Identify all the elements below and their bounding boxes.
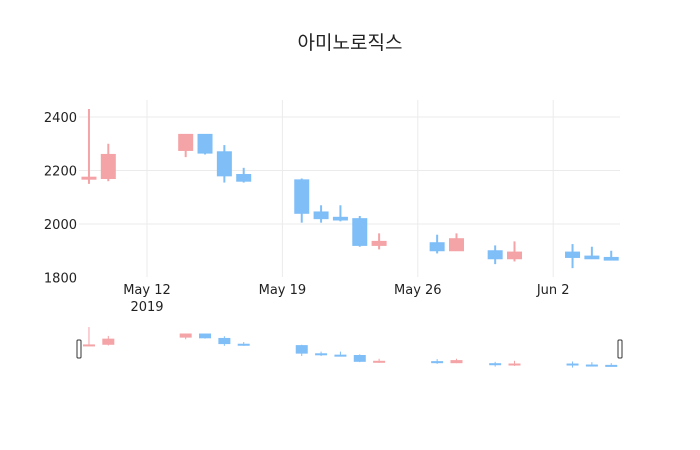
x-axis: May 12 2019 May 19 May 26 Jun 2 xyxy=(123,283,569,315)
candle[interactable] xyxy=(352,215,368,247)
candle[interactable] xyxy=(371,233,387,250)
range-slider-right-handle[interactable] xyxy=(617,339,623,359)
x-tick-label: May 12 xyxy=(123,283,171,298)
x-tick-label: Jun 2 xyxy=(536,283,570,298)
y-axis: 1800 2000 2200 2400 xyxy=(44,111,77,287)
candle[interactable] xyxy=(487,245,503,265)
candle[interactable] xyxy=(81,108,97,184)
candle[interactable] xyxy=(429,234,445,254)
range-slider-left-handle[interactable] xyxy=(76,339,82,359)
candle[interactable] xyxy=(197,133,213,155)
candle[interactable] xyxy=(584,246,600,260)
range-slider-candles xyxy=(82,327,618,368)
candle[interactable] xyxy=(565,244,581,269)
y-tick-label: 2000 xyxy=(44,218,77,233)
candle[interactable] xyxy=(178,133,194,158)
x-tick-label: May 19 xyxy=(259,283,307,298)
candle[interactable] xyxy=(236,167,252,183)
x-tick-label: May 26 xyxy=(394,283,442,298)
candle[interactable] xyxy=(332,205,348,222)
candles-main[interactable] xyxy=(81,108,619,269)
candle[interactable] xyxy=(216,145,232,183)
candle[interactable] xyxy=(603,250,619,261)
range-slider[interactable] xyxy=(76,327,623,368)
candle[interactable] xyxy=(100,143,116,182)
gridlines xyxy=(79,100,620,277)
chart-title: 아미노로직스 xyxy=(297,32,403,54)
y-tick-label: 1800 xyxy=(44,272,77,287)
candle[interactable] xyxy=(313,205,329,223)
candle[interactable] xyxy=(294,178,310,223)
y-tick-label: 2200 xyxy=(44,165,77,180)
x-tick-year: 2019 xyxy=(130,300,163,315)
candle[interactable] xyxy=(448,233,464,252)
candle[interactable] xyxy=(507,241,523,262)
y-tick-label: 2400 xyxy=(44,111,77,126)
